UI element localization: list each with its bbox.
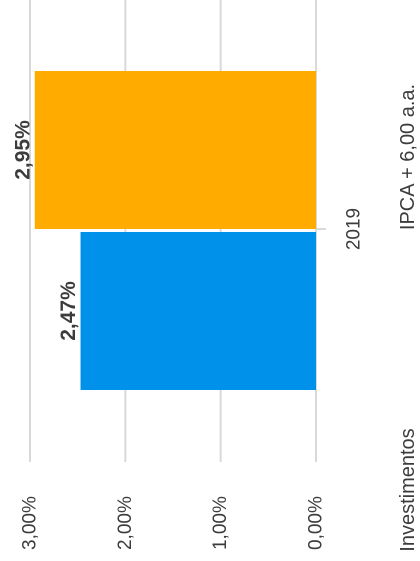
data-label-ipca-6-00-a-a: 2,95%: [11, 120, 34, 180]
data-label-investimentos: 2,47%: [57, 281, 80, 341]
legend-entry-investimentos: Investimentos: [397, 428, 419, 551]
value-tick-label: 0,00%: [306, 496, 327, 550]
bar-ipca-6-00-a-a: [34, 71, 317, 229]
value-tick-label: 1,00%: [210, 496, 231, 550]
value-tick-label: 3,00%: [20, 496, 41, 550]
value-tick-label: 2,00%: [115, 496, 136, 550]
bars: 2,47% 2,95%: [11, 71, 317, 390]
category-label: 2019: [344, 208, 365, 250]
category-axis: 2019: [316, 208, 365, 250]
value-axis-tick-labels: 0,00% 1,00% 2,00% 3,00%: [20, 496, 327, 550]
legend: Investimentos IPCA + 6,00 a.a.: [397, 84, 419, 552]
bar-investimentos: [80, 232, 316, 390]
legend-entry-ipca-6-00-a-a: IPCA + 6,00 a.a.: [397, 84, 419, 230]
gridlines: [29, 0, 317, 462]
